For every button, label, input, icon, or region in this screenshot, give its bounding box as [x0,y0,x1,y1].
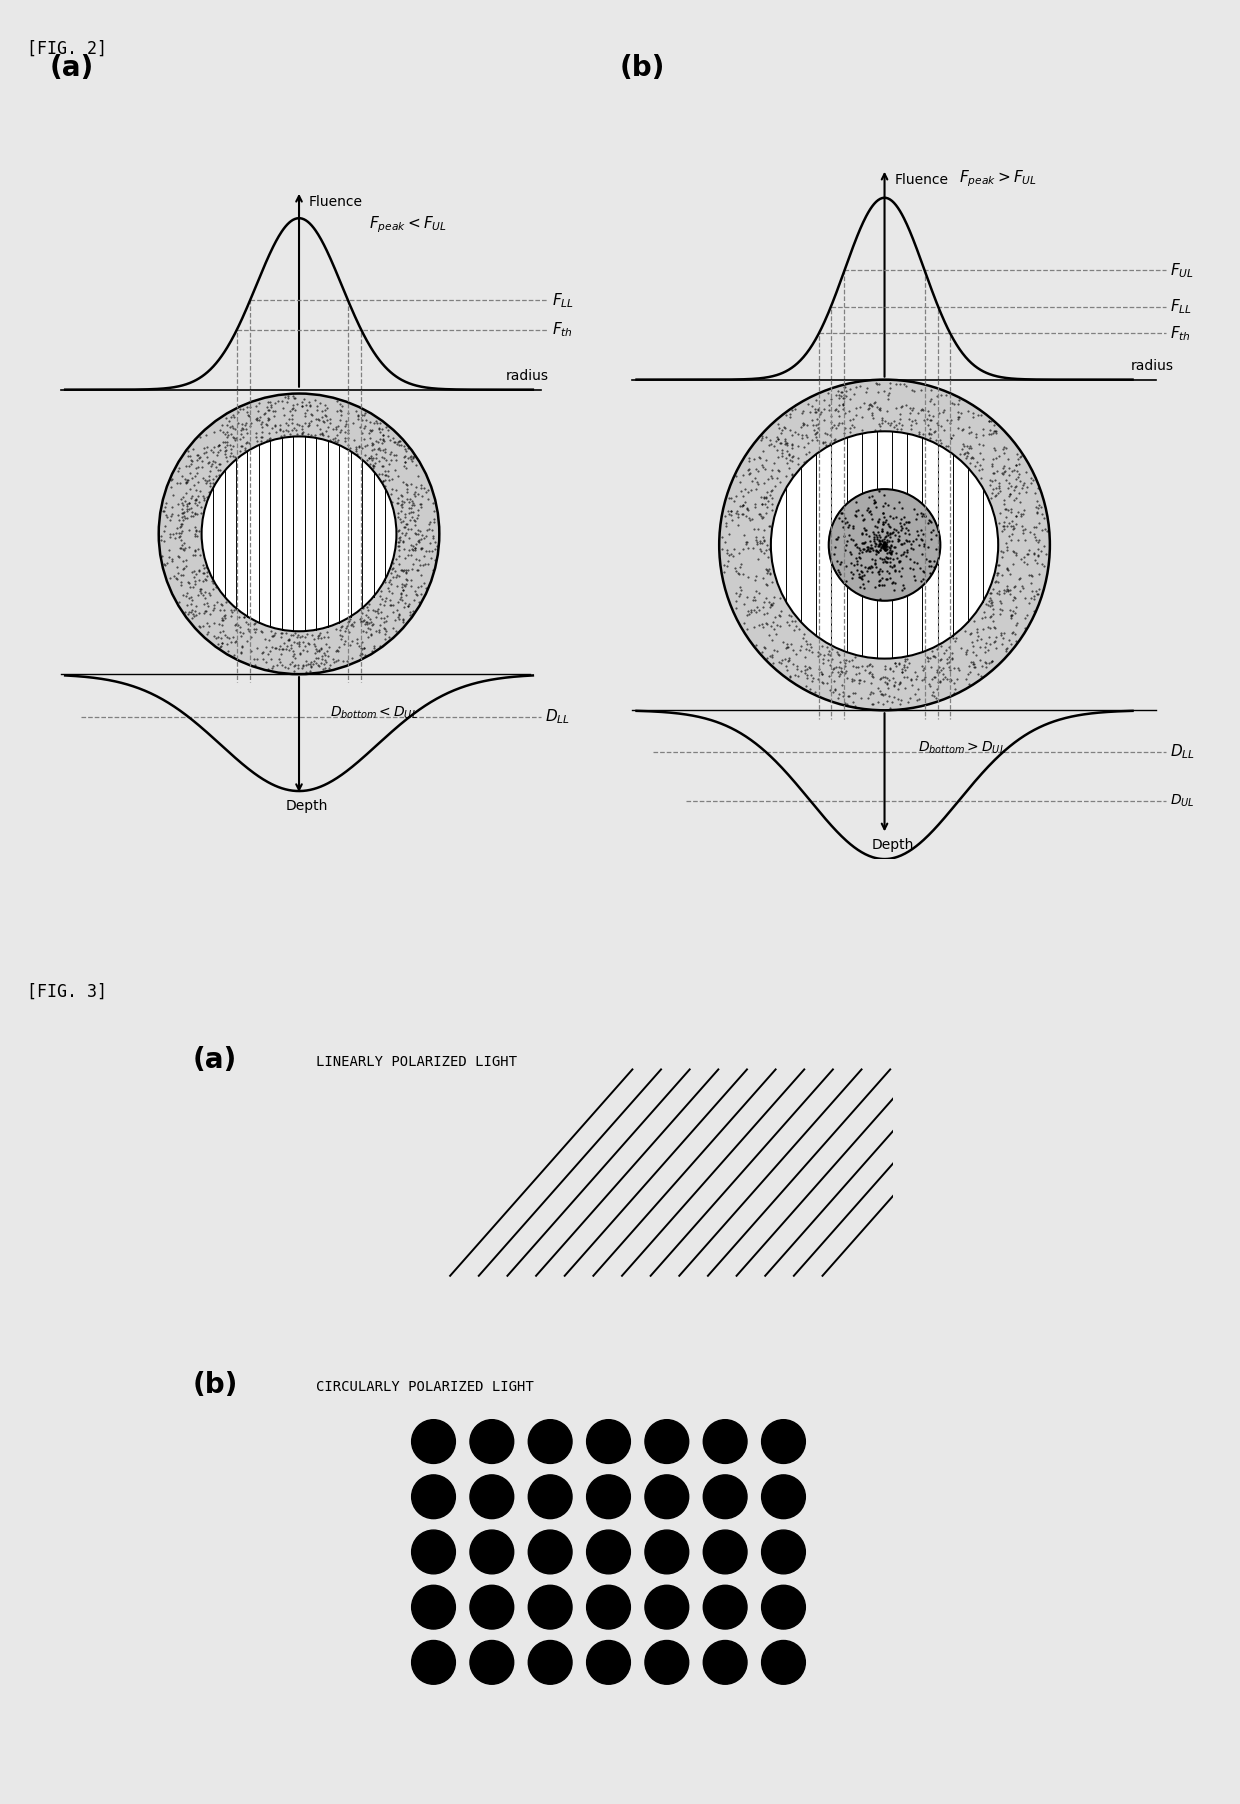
Text: radius: radius [1131,359,1174,373]
Circle shape [587,1530,630,1573]
Circle shape [703,1640,746,1685]
Text: $D_{LL}$: $D_{LL}$ [544,707,569,727]
Text: radius: radius [506,370,548,384]
Text: $D_{UL}$: $D_{UL}$ [1169,794,1194,810]
Circle shape [470,1476,513,1519]
Circle shape [703,1420,746,1463]
Circle shape [645,1586,688,1629]
Text: $F_{th}$: $F_{th}$ [552,321,573,339]
Text: (b): (b) [192,1371,238,1400]
Circle shape [202,437,397,631]
Circle shape [761,1586,805,1629]
Circle shape [719,379,1050,711]
Circle shape [159,393,439,675]
Text: CIRCULARLY POLARIZED LIGHT: CIRCULARLY POLARIZED LIGHT [316,1380,534,1394]
Circle shape [761,1476,805,1519]
Circle shape [470,1586,513,1629]
Circle shape [761,1420,805,1463]
Text: [FIG. 2]: [FIG. 2] [27,40,108,58]
Text: (a): (a) [50,54,94,83]
Text: $F_{peak}$$\mathregular{>}F_{UL}$: $F_{peak}$$\mathregular{>}F_{UL}$ [959,170,1037,189]
Text: Fluence: Fluence [309,195,362,209]
Circle shape [828,489,940,601]
Text: $D_{bottom}$$\mathregular{>}D_{UL}$: $D_{bottom}$$\mathregular{>}D_{UL}$ [918,740,1006,756]
Circle shape [528,1476,572,1519]
Circle shape [528,1640,572,1685]
Text: $F_{LL}$: $F_{LL}$ [552,290,574,310]
Circle shape [645,1530,688,1573]
Text: Fluence: Fluence [894,173,949,188]
Circle shape [645,1476,688,1519]
Text: $F_{UL}$: $F_{UL}$ [1169,262,1194,280]
Circle shape [412,1476,455,1519]
Text: $F_{LL}$: $F_{LL}$ [1169,298,1192,316]
Circle shape [528,1420,572,1463]
Circle shape [587,1420,630,1463]
Circle shape [587,1586,630,1629]
Circle shape [645,1640,688,1685]
Circle shape [771,431,998,658]
Text: [FIG. 3]: [FIG. 3] [27,983,108,1001]
Circle shape [587,1476,630,1519]
Circle shape [761,1530,805,1573]
Circle shape [761,1640,805,1685]
Circle shape [703,1476,746,1519]
Circle shape [412,1530,455,1573]
Circle shape [470,1420,513,1463]
Circle shape [470,1530,513,1573]
Circle shape [703,1586,746,1629]
Text: Depth: Depth [285,799,329,814]
Circle shape [412,1586,455,1629]
Text: (a): (a) [192,1046,237,1075]
Circle shape [645,1420,688,1463]
Text: $D_{LL}$: $D_{LL}$ [1169,741,1194,761]
Circle shape [470,1640,513,1685]
Text: (b): (b) [620,54,666,83]
Circle shape [528,1530,572,1573]
Text: $F_{peak}$$\mathregular{<}F_{UL}$: $F_{peak}$$\mathregular{<}F_{UL}$ [370,215,448,235]
Circle shape [412,1420,455,1463]
Circle shape [703,1530,746,1573]
Text: LINEARLY POLARIZED LIGHT: LINEARLY POLARIZED LIGHT [316,1055,517,1070]
Text: $F_{th}$: $F_{th}$ [1169,325,1190,343]
Circle shape [587,1640,630,1685]
Circle shape [412,1640,455,1685]
Circle shape [528,1586,572,1629]
Text: $D_{bottom}$$\mathregular{<}D_{UL}$: $D_{bottom}$$\mathregular{<}D_{UL}$ [330,705,418,722]
Text: Depth: Depth [872,839,914,853]
